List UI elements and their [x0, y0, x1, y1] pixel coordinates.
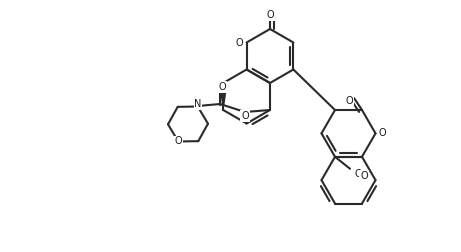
Text: O: O [266, 10, 274, 20]
Text: O: O [360, 171, 368, 181]
Text: O: O [345, 96, 353, 106]
Text: O: O [378, 128, 386, 138]
Text: O: O [174, 137, 182, 146]
Text: O: O [218, 82, 226, 92]
Text: O: O [354, 169, 362, 179]
Text: O: O [241, 111, 249, 121]
Text: N: N [195, 99, 201, 109]
Text: O: O [236, 38, 243, 47]
